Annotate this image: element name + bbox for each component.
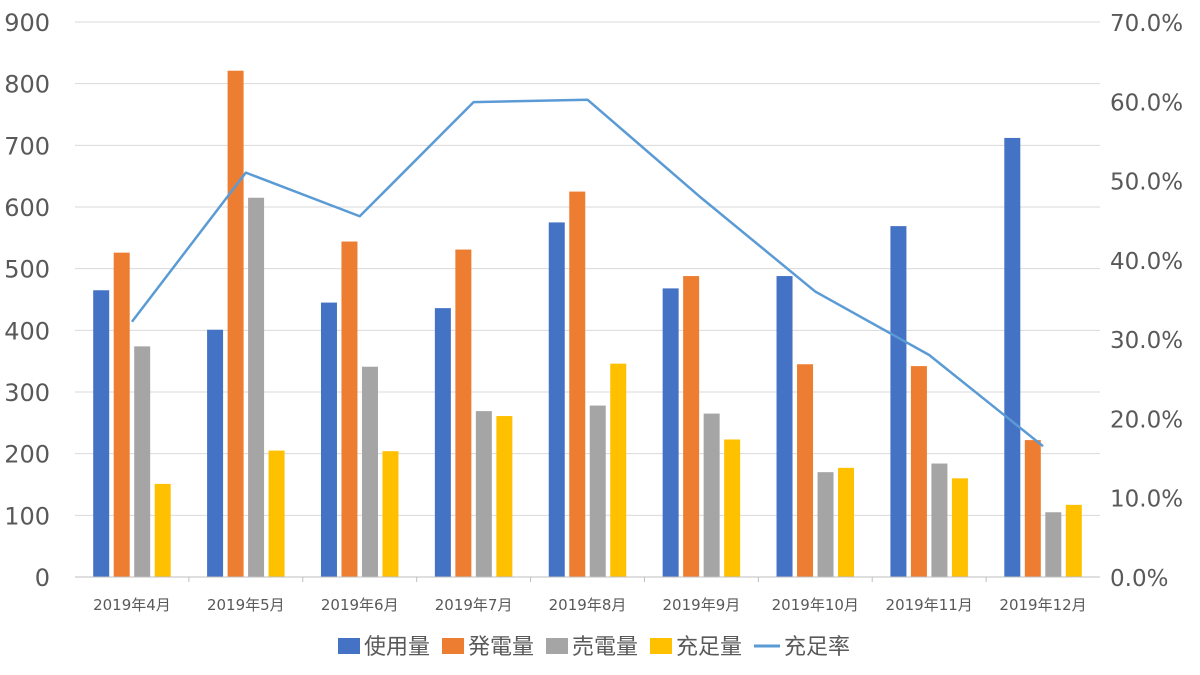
- right-tick-label: 70.0%: [1110, 11, 1183, 37]
- bar-売電量: [817, 472, 834, 577]
- bar-発電量: [341, 241, 358, 578]
- bar-充足量: [724, 439, 741, 577]
- category-label: 2019年5月: [207, 596, 285, 614]
- category-label: 2019年4月: [93, 596, 171, 614]
- legend-swatch: [442, 638, 464, 654]
- left-axis: 0 100 200 300 400 500 600 700 800 900: [4, 9, 50, 592]
- right-tick-label: 40.0%: [1110, 249, 1183, 275]
- left-tick-label: 100: [4, 502, 50, 530]
- bar-発電量: [455, 249, 472, 578]
- category-label: 2019年9月: [663, 596, 741, 614]
- bar-充足量: [268, 450, 285, 577]
- bar-使用量: [93, 290, 110, 577]
- legend-item: 使用量: [338, 635, 430, 660]
- ratio-line: [130, 98, 1044, 448]
- bar-使用量: [662, 288, 679, 577]
- bar-充足量: [838, 467, 855, 577]
- right-tick-label: 10.0%: [1110, 487, 1183, 513]
- left-tick-label: 500: [4, 256, 50, 284]
- bar-使用量: [776, 276, 793, 577]
- bar-使用量: [207, 329, 224, 577]
- bar-充足量: [496, 416, 513, 577]
- left-tick-label: 600: [4, 194, 50, 222]
- right-tick-label: 50.0%: [1110, 170, 1183, 196]
- bar-発電量: [1024, 440, 1041, 577]
- left-tick-label: 0: [35, 564, 50, 592]
- x-axis: 2019年4月 2019年5月 2019年6月 2019年7月 2019年8月 2019年…: [75, 576, 1100, 614]
- legend-swatch: [338, 638, 360, 654]
- legend-label: 充足率: [784, 635, 850, 660]
- right-tick-label: 20.0%: [1110, 407, 1183, 433]
- bar-充足量: [154, 483, 171, 577]
- left-tick-label: 800: [4, 71, 50, 99]
- category-label: 2019年10月: [772, 596, 859, 614]
- legend-label: 売電量: [572, 635, 638, 660]
- legend-swatch: [650, 638, 672, 654]
- legend-item: 発電量: [442, 635, 534, 660]
- right-tick-label: 60.0%: [1110, 90, 1183, 116]
- bar-発電量: [797, 364, 814, 577]
- bar-使用量: [1004, 137, 1021, 577]
- left-tick-label: 400: [4, 317, 50, 345]
- bar-発電量: [569, 191, 586, 578]
- bar-売電量: [1045, 512, 1062, 577]
- category-label: 2019年6月: [321, 596, 399, 614]
- bar-売電量: [134, 346, 151, 577]
- left-tick-label: 200: [4, 441, 50, 469]
- left-tick-label: 300: [4, 379, 50, 407]
- bar-売電量: [703, 413, 720, 577]
- bar-充足量: [610, 363, 627, 577]
- bar-売電量: [361, 366, 378, 577]
- bar-使用量: [548, 222, 565, 577]
- legend-item: 充足率: [754, 635, 850, 660]
- bar-発電量: [683, 276, 700, 577]
- legend-label: 発電量: [468, 635, 534, 660]
- legend-item: 売電量: [546, 635, 638, 660]
- gridlines: [75, 21, 1100, 516]
- right-tick-label: 30.0%: [1110, 328, 1183, 354]
- bar-充足量: [951, 478, 968, 577]
- bar-使用量: [434, 308, 451, 577]
- bar-充足量: [1065, 504, 1082, 577]
- bar-使用量: [890, 226, 907, 577]
- right-axis: 0.0% 10.0% 20.0% 30.0% 40.0% 50.0% 60.0% 70.0%: [1110, 11, 1183, 592]
- bar-売電量: [475, 411, 492, 577]
- category-label: 2019年8月: [549, 596, 627, 614]
- left-tick-label: 900: [4, 9, 50, 37]
- legend-label: 使用量: [364, 635, 430, 660]
- category-label: 2019年7月: [435, 596, 513, 614]
- line-充足率: [130, 98, 1044, 448]
- legend-swatch: [546, 638, 568, 654]
- right-tick-label: 0.0%: [1110, 566, 1168, 592]
- bars: [93, 70, 1082, 578]
- bar-発電量: [910, 366, 927, 577]
- bar-充足量: [382, 451, 399, 577]
- bar-売電量: [589, 405, 606, 577]
- legend: 使用量 発電量 売電量 充足量 充足率: [338, 635, 850, 660]
- bar-発電量: [227, 70, 244, 577]
- bar-使用量: [320, 302, 337, 577]
- bar-発電量: [113, 252, 130, 577]
- left-tick-label: 700: [4, 132, 50, 160]
- legend-label: 充足量: [676, 635, 742, 660]
- category-label: 2019年12月: [999, 596, 1086, 614]
- category-label: 2019年11月: [886, 596, 973, 614]
- bar-売電量: [931, 463, 948, 577]
- bar-売電量: [248, 197, 265, 577]
- legend-item: 充足量: [650, 635, 742, 660]
